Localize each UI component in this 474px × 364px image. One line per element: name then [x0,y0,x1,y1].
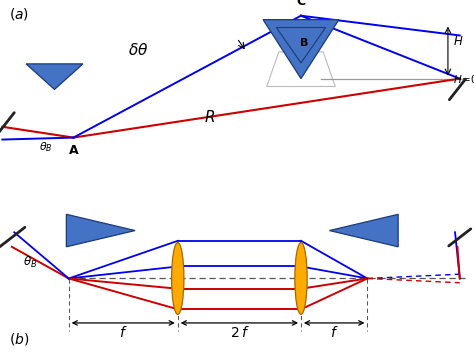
Ellipse shape [295,242,307,314]
Polygon shape [66,214,135,247]
Text: $(b)$: $(b)$ [9,332,29,348]
Text: $\delta\theta$: $\delta\theta$ [128,42,148,58]
Polygon shape [329,214,398,247]
Polygon shape [276,28,326,63]
Text: $\mathbf{A}$: $\mathbf{A}$ [68,144,79,157]
Text: $\mathbf{C}$: $\mathbf{C}$ [296,0,306,8]
Polygon shape [26,64,83,90]
Text: $f$: $f$ [119,325,128,340]
Text: $H\!=\!0$: $H\!=\!0$ [453,73,474,84]
Text: $2\,f$: $2\,f$ [229,325,249,340]
Text: $\theta_B$: $\theta_B$ [39,141,53,154]
Text: $\theta_B$: $\theta_B$ [23,255,37,270]
Polygon shape [263,20,339,79]
Text: $(a)$: $(a)$ [9,6,28,22]
Text: $\mathbf{B}$: $\mathbf{B}$ [299,36,308,48]
Ellipse shape [172,242,184,314]
Polygon shape [267,52,335,87]
Text: $R$: $R$ [204,109,215,125]
Text: $f$: $f$ [330,325,338,340]
Text: $H$: $H$ [453,35,463,48]
